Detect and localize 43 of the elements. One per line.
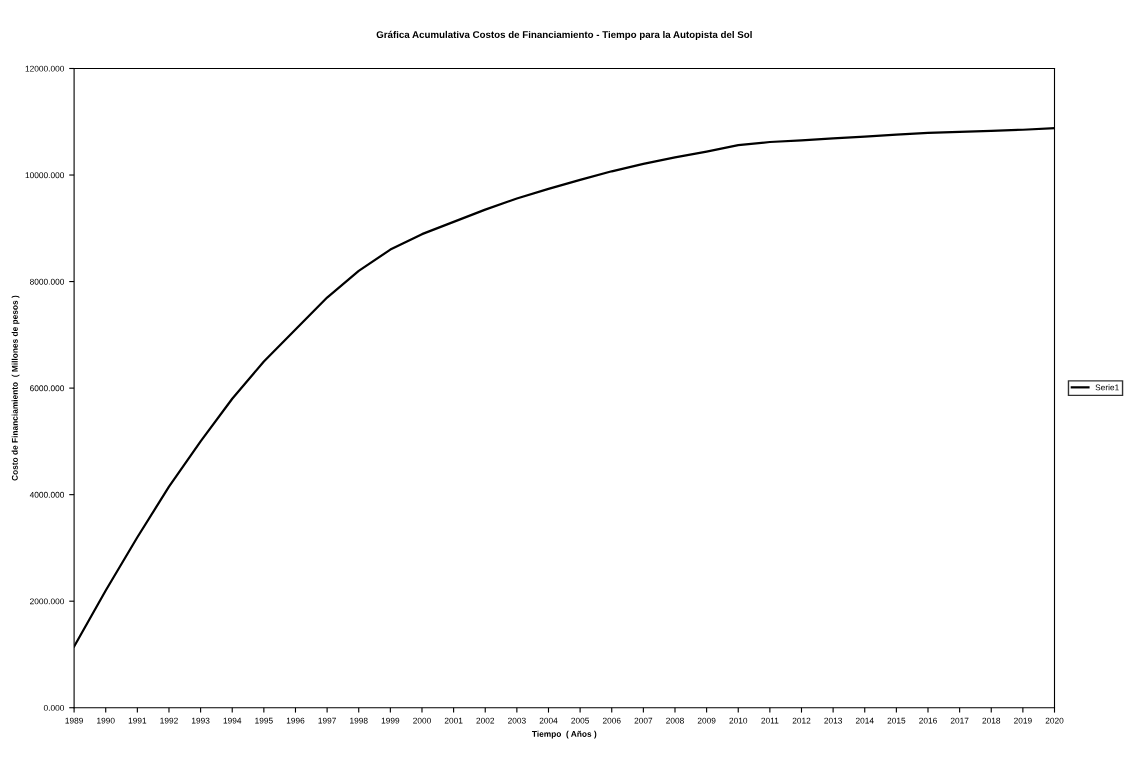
x-tick-label: 1996 [286,717,305,724]
x-tick-label: 2017 [950,717,969,724]
x-tick-label: 2013 [824,717,843,724]
x-tick-label: 1993 [191,717,210,724]
y-tick-label: 4000.000 [29,491,65,498]
y-tick-label: 8000.000 [29,278,65,285]
x-tick-label: 2006 [602,717,621,724]
x-tick-label: 1999 [381,717,400,724]
x-tick-label: 2007 [634,717,653,724]
x-tick-label: 2020 [1045,717,1064,724]
y-tick-label: 12000.000 [25,65,65,72]
x-tick-label: 2004 [539,717,558,724]
x-tick-label: 2019 [1014,717,1032,724]
x-tick-label: 2014 [855,717,874,724]
x-tick-label: 2016 [919,717,937,724]
x-tick-label: 2000 [413,717,431,724]
x-tick-label: 1998 [350,717,368,724]
x-tick-label: 2018 [982,717,1001,724]
x-tick-label: 2003 [508,717,526,724]
x-tick-label: 1990 [97,717,115,724]
legend-label: Serie1 [1095,384,1119,391]
x-tick-label: 2005 [571,717,590,724]
x-tick-label: 1994 [223,717,242,724]
x-tick-label: 1995 [255,717,273,724]
y-tick-label: 10000.000 [25,172,65,179]
x-tick-label: 1997 [318,717,336,724]
x-axis-title: Tiempo ( Años ) [531,730,597,739]
x-tick-label: 2001 [444,717,463,724]
x-tick-label: 2002 [476,717,495,724]
x-tick-label: 2015 [887,717,906,724]
x-tick-label: 2011 [761,717,779,724]
x-tick-label: 1989 [65,717,83,724]
y-tick-label: 2000.000 [30,598,65,605]
x-tick-label: 2010 [729,717,748,724]
y-tick-label: 6000.000 [30,385,65,392]
x-tick-label: 2009 [697,717,716,724]
x-tick-label: 2008 [666,717,684,724]
x-tick-label: 1992 [160,717,178,724]
chart-title: Gráfica Acumulativa Costos de Financiamiento - Tiempo para la Autopista del Sol [376,30,752,40]
x-tick-label: 1991 [128,717,147,724]
x-tick-label: 2012 [792,717,811,724]
y-tick-label: 0.000 [43,704,65,711]
y-axis-title: Costo de Financiamiento ( Millones de pesos ) [11,295,20,481]
